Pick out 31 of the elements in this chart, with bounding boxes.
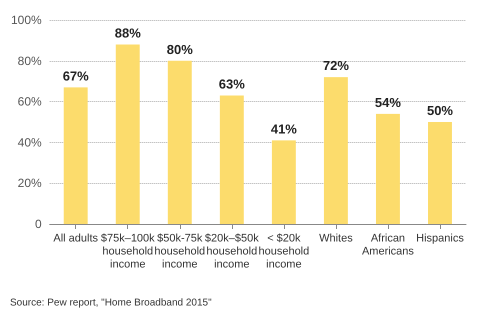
x-tick-label: < $20k household income xyxy=(258,232,310,270)
data-label: 54% xyxy=(374,94,402,110)
source-note: Source: Pew report, "Home Broadband 2015" xyxy=(10,298,212,308)
y-tick-label: 0 xyxy=(35,217,42,231)
x-tick-label: Hispanics xyxy=(416,232,464,244)
data-label: 50% xyxy=(426,103,454,118)
y-tick-label: 100% xyxy=(10,13,42,27)
y-tick-label: 60% xyxy=(18,94,42,109)
bar xyxy=(428,122,452,224)
bar xyxy=(168,60,192,224)
bar xyxy=(220,95,244,224)
x-tick-label: African Americans xyxy=(362,232,414,258)
data-label: 63% xyxy=(218,76,246,92)
data-label: 80% xyxy=(166,42,194,57)
data-label: 72% xyxy=(322,58,350,74)
bar xyxy=(64,87,88,224)
x-tick-label: All adults xyxy=(53,232,99,244)
x-tick-label: $75k–100k household income xyxy=(100,232,156,270)
y-tick-label: 20% xyxy=(18,176,42,190)
bar xyxy=(376,114,400,224)
data-label: 88% xyxy=(114,25,142,40)
bar xyxy=(272,140,296,224)
x-tick-label: Whites xyxy=(319,232,354,244)
y-tick-label: 40% xyxy=(18,135,42,150)
y-tick-label: 80% xyxy=(18,54,42,68)
x-tick-label: $20k–$50k household income xyxy=(204,232,260,270)
data-label: 67% xyxy=(62,68,90,84)
bar xyxy=(324,77,348,224)
x-tick-label: $50k-75k household income xyxy=(154,232,206,270)
data-label: 41% xyxy=(270,121,298,136)
bar xyxy=(116,44,140,224)
